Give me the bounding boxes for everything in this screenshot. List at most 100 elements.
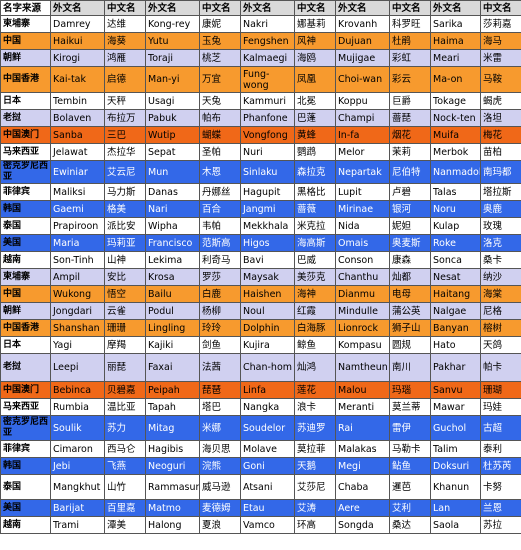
- foreign-name-cell: Champi: [335, 109, 390, 127]
- country-cell: 中国: [0, 285, 51, 303]
- table-row: 柬埔寨 Ampil 安比 Krosa 罗莎 Maysak 美莎克 Chanthu 灿都 Nesat…: [0, 268, 521, 286]
- header-chinese-name: 中文名: [199, 0, 241, 16]
- foreign-name-cell: Jangmi: [240, 200, 295, 218]
- foreign-name-cell: Sanba: [50, 126, 105, 144]
- chinese-name-cell: 贝碧嘉: [104, 381, 146, 399]
- table-row: 中国澳门 Bebinca 贝碧嘉 Peipah 琵琶 Linfa 莲花 Malou 玛瑙 Sanv…: [0, 381, 521, 399]
- foreign-name-cell: Songda: [335, 516, 390, 534]
- foreign-name-cell: Meari: [430, 49, 481, 67]
- chinese-name-cell: 塔拉斯: [480, 183, 521, 201]
- table-row: 老挝 Leepi 丽琵 Faxai 法茜 Chan-hom 灿鸿 Namtheun 南川 Pakh…: [0, 353, 521, 382]
- foreign-name-cell: Gaemi: [50, 200, 105, 218]
- chinese-name-cell: 巨爵: [389, 92, 431, 110]
- foreign-name-cell: Jebi: [50, 457, 105, 475]
- chinese-name-cell: 天秤: [104, 92, 146, 110]
- chinese-name-cell: 灿鸿: [294, 353, 336, 382]
- foreign-name-cell: Lekima: [145, 251, 200, 269]
- chinese-name-cell: 天兔: [199, 92, 241, 110]
- chinese-name-cell: 南川: [389, 353, 431, 382]
- foreign-name-cell: Trami: [50, 516, 105, 534]
- chinese-name-cell: 潭美: [104, 516, 146, 534]
- chinese-name-cell: 海鸥: [294, 49, 336, 67]
- foreign-name-cell: Nuri: [240, 143, 295, 161]
- country-cell: 越南: [0, 251, 51, 269]
- chinese-name-cell: 南玛都: [480, 160, 521, 184]
- foreign-name-cell: Haishen: [240, 285, 295, 303]
- foreign-name-cell: Toraji: [145, 49, 200, 67]
- foreign-name-cell: Barijat: [50, 499, 105, 517]
- chinese-name-cell: 悟空: [104, 285, 146, 303]
- header-foreign-name: 外文名: [430, 0, 481, 16]
- table-row: 越南 Trami 潭美 Halong 夏浪 Vamco 环高 Songda 桑达 Saola 苏拉: [0, 516, 521, 534]
- foreign-name-cell: Mitag: [145, 415, 200, 441]
- foreign-name-cell: Usagi: [145, 92, 200, 110]
- foreign-name-cell: Guchol: [430, 415, 481, 441]
- country-cell: 泰国: [0, 474, 51, 500]
- chinese-name-cell: 灿都: [389, 268, 431, 286]
- chinese-name-cell: 黄蜂: [294, 126, 336, 144]
- chinese-name-cell: 蝴蝶: [199, 126, 241, 144]
- chinese-name-cell: 米雷: [480, 49, 521, 67]
- chinese-name-cell: 格美: [104, 200, 146, 218]
- table-row: 中国澳门 Sanba 三巴 Wutip 蝴蝶 Vongfong 黄蜂 In-fa 烟花 Muifa…: [0, 126, 521, 144]
- foreign-name-cell: Soudelor: [240, 415, 295, 441]
- country-cell: 中国香港: [0, 66, 51, 93]
- chinese-name-cell: 西马仑: [104, 440, 146, 458]
- foreign-name-cell: Nepartak: [335, 160, 390, 184]
- chinese-name-cell: 风神: [294, 32, 336, 50]
- country-cell: 越南: [0, 516, 51, 534]
- foreign-name-cell: Melor: [335, 143, 390, 161]
- foreign-name-cell: Leepi: [50, 353, 105, 382]
- foreign-name-cell: Sonca: [430, 251, 481, 269]
- header-foreign-name: 外文名: [335, 0, 390, 16]
- foreign-name-cell: Phanfone: [240, 109, 295, 127]
- foreign-name-cell: Prapiroon: [50, 217, 105, 235]
- chinese-name-cell: 妮妲: [389, 217, 431, 235]
- country-cell: 中国澳门: [0, 126, 51, 144]
- chinese-name-cell: 烟花: [389, 126, 431, 144]
- chinese-name-cell: 山神: [104, 251, 146, 269]
- chinese-name-cell: 万宜: [199, 66, 241, 93]
- header-country: 名字来源: [0, 0, 51, 16]
- typhoon-names-table: 名字来源 外文名 中文名 外文名 中文名 外文名 中文名 外文名 中文名 外文名 中文名 柬埔寨 Da…: [0, 0, 521, 534]
- chinese-name-cell: 玫瑰: [480, 217, 521, 235]
- foreign-name-cell: Lupit: [335, 183, 390, 201]
- foreign-name-cell: Cimaron: [50, 440, 105, 458]
- foreign-name-cell: Chanthu: [335, 268, 390, 286]
- chinese-name-cell: 榕树: [480, 319, 521, 337]
- foreign-name-cell: Faxai: [145, 353, 200, 382]
- foreign-name-cell: Nangka: [240, 398, 295, 416]
- chinese-name-cell: 梅花: [480, 126, 521, 144]
- foreign-name-cell: Mekkhala: [240, 217, 295, 235]
- country-cell: 韩国: [0, 457, 51, 475]
- chinese-name-cell: 康森: [389, 251, 431, 269]
- chinese-name-cell: 马鞍: [480, 66, 521, 93]
- foreign-name-cell: Nanmadol: [430, 160, 481, 184]
- foreign-name-cell: Bailu: [145, 285, 200, 303]
- header-foreign-name: 外文名: [145, 0, 200, 16]
- chinese-name-cell: 蝎虎: [480, 92, 521, 110]
- chinese-name-cell: 白鹿: [199, 285, 241, 303]
- chinese-name-cell: 利奇马: [199, 251, 241, 269]
- chinese-name-cell: 安比: [104, 268, 146, 286]
- chinese-name-cell: 范斯高: [199, 234, 241, 252]
- chinese-name-cell: 丽琵: [104, 353, 146, 382]
- chinese-name-cell: 海马: [480, 32, 521, 50]
- country-cell: 朝鲜: [0, 49, 51, 67]
- header-foreign-name: 外文名: [240, 0, 295, 16]
- chinese-name-cell: 圆规: [389, 336, 431, 354]
- country-cell: 美国: [0, 499, 51, 517]
- foreign-name-cell: Doksuri: [430, 457, 481, 475]
- chinese-name-cell: 蔷琵: [389, 109, 431, 127]
- foreign-name-cell: Rammasun: [145, 474, 200, 500]
- country-cell: 中国香港: [0, 319, 51, 337]
- foreign-name-cell: Peipah: [145, 381, 200, 399]
- foreign-name-cell: Krosa: [145, 268, 200, 286]
- chinese-name-cell: 苗柏: [480, 143, 521, 161]
- country-cell: 马来西亚: [0, 398, 51, 416]
- foreign-name-cell: Maysak: [240, 268, 295, 286]
- country-cell: 韩国: [0, 200, 51, 218]
- chinese-name-cell: 鹦鹉: [294, 143, 336, 161]
- country-cell: 柬埔寨: [0, 15, 51, 33]
- foreign-name-cell: Megi: [335, 457, 390, 475]
